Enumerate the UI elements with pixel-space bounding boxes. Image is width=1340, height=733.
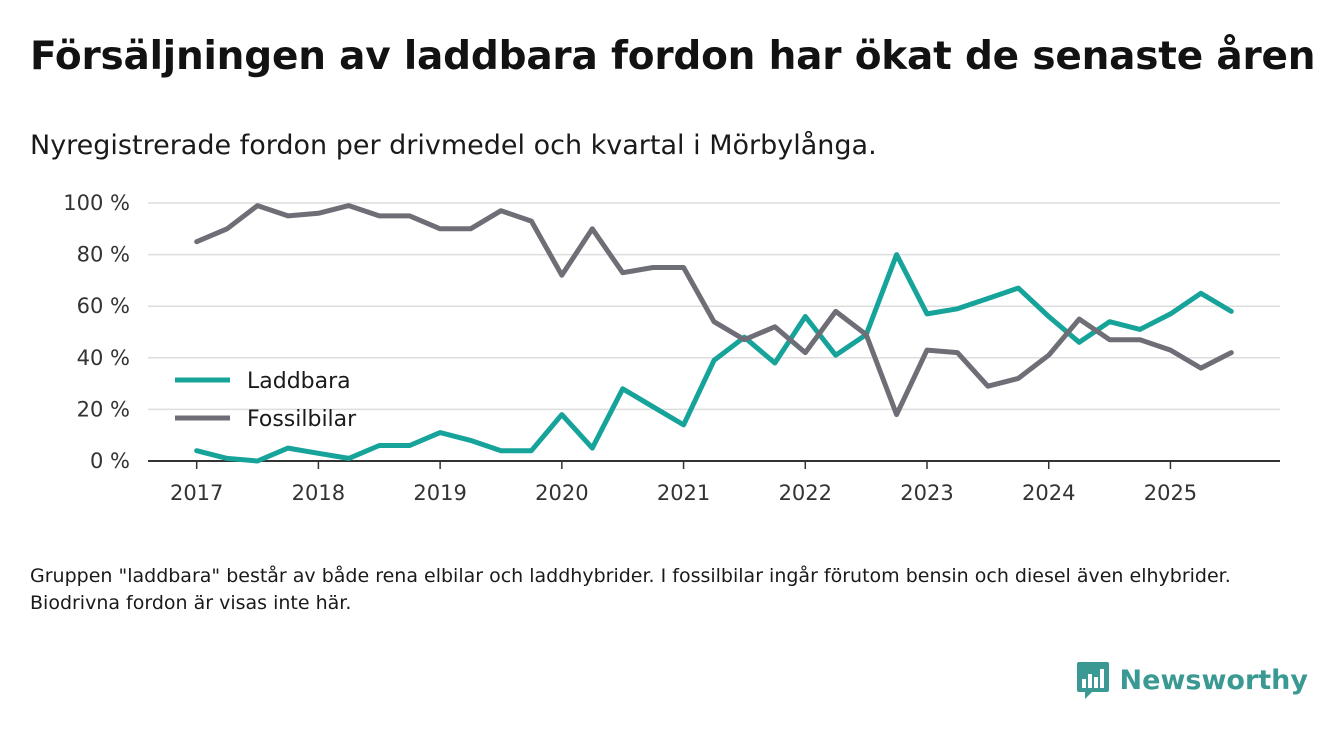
x-tick-label: 2017 — [170, 481, 223, 505]
brand-name: Newsworthy — [1119, 664, 1308, 696]
y-tick-label: 20 % — [77, 397, 130, 421]
y-axis-ticks: 0 % 20 % 40 % 60 % 80 % 100 % — [63, 191, 130, 473]
x-tick-label: 2020 — [535, 481, 588, 505]
y-tick-label: 40 % — [77, 346, 130, 370]
x-tick-label: 2024 — [1022, 481, 1075, 505]
brand-logo[interactable]: Newsworthy — [1076, 660, 1308, 700]
series-line-laddbara — [194, 252, 1234, 464]
x-tick-label: 2023 — [900, 481, 953, 505]
gridlines — [148, 202, 1280, 411]
y-tick-label: 60 % — [77, 294, 130, 318]
legend[interactable]: Laddbara Fossilbilar — [175, 369, 357, 432]
line-chart: 0 % 20 % 40 % 60 % 80 % 100 % 2017 2018 2019 202… — [63, 191, 1280, 505]
x-tick-label: 2021 — [657, 481, 710, 505]
y-tick-label: 0 % — [90, 449, 130, 473]
y-tick-label: 80 % — [77, 243, 130, 267]
newsworthy-logo-icon — [1076, 662, 1109, 699]
chart-title: Försäljningen av laddbara fordon har öka… — [30, 34, 1316, 79]
x-axis: 2017 2018 2019 2020 2021 2022 2023 2024 2025 — [148, 460, 1280, 505]
x-tick-label: 2022 — [779, 481, 832, 505]
x-tick-label: 2018 — [292, 481, 345, 505]
series-line-fossilbilar — [194, 203, 1234, 418]
chart-subtitle: Nyregistrerade fordon per drivmedel och … — [30, 130, 877, 161]
y-tick-label: 100 % — [63, 191, 130, 215]
legend-label-fossilbilar[interactable]: Fossilbilar — [247, 407, 357, 432]
footnote: Gruppen "laddbara" består av både rena e… — [30, 565, 1231, 614]
legend-label-laddbara[interactable]: Laddbara — [247, 369, 351, 394]
x-tick-label: 2025 — [1144, 481, 1197, 505]
x-tick-label: 2019 — [413, 481, 466, 505]
series-lines — [194, 203, 1234, 464]
